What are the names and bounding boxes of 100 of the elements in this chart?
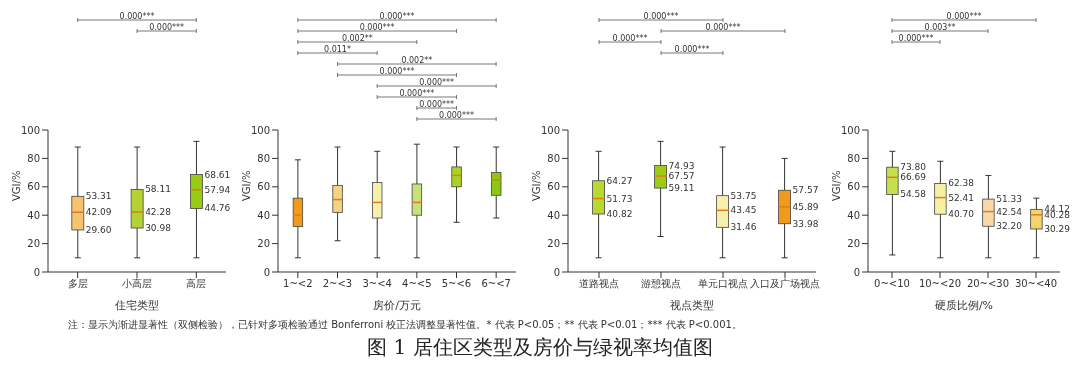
annotation: 68.61 bbox=[204, 169, 231, 180]
x-tick-label: 小高层 bbox=[122, 278, 152, 290]
y-tick-label: 40 bbox=[27, 209, 40, 221]
y-tick-label: 60 bbox=[257, 181, 270, 193]
text: 0.000*** bbox=[379, 66, 415, 76]
text: 0.011* bbox=[324, 44, 351, 54]
text: 0.000*** bbox=[946, 11, 982, 21]
annotation: 42.09 bbox=[85, 207, 112, 218]
x-tick-label: 20~<30 bbox=[966, 278, 1010, 290]
x-tick-label: 2~<3 bbox=[322, 278, 353, 290]
y-tick-label: 40 bbox=[547, 209, 560, 221]
x-tick-label: 4~<5 bbox=[402, 278, 432, 290]
y-tick-label: 80 bbox=[27, 152, 40, 164]
y-tick-label: 0 bbox=[263, 266, 270, 278]
annotation: 40.70 bbox=[948, 209, 975, 220]
y-tick-label: 0 bbox=[553, 266, 560, 278]
text: 0.000*** bbox=[439, 110, 474, 120]
text: 0.000*** bbox=[379, 11, 415, 21]
annotation: 53.31 bbox=[85, 191, 112, 202]
text: 0.000*** bbox=[119, 11, 155, 21]
text: 0.000*** bbox=[643, 11, 679, 21]
annotation: 57.94 bbox=[204, 184, 231, 195]
text: 0.000*** bbox=[674, 44, 710, 54]
y-tick-label: 0 bbox=[853, 266, 860, 278]
annotation: 52.41 bbox=[948, 192, 974, 203]
annotation: 31.46 bbox=[730, 222, 757, 233]
y-axis-title: VGI/% bbox=[530, 170, 542, 201]
x-tick-label: 道路视点 bbox=[579, 278, 619, 290]
text: 0.002** bbox=[341, 33, 373, 43]
annotation: 54.58 bbox=[900, 189, 927, 200]
annotation: 30.98 bbox=[145, 223, 172, 234]
x-tick-label: 高层 bbox=[186, 278, 207, 290]
text: 0.000*** bbox=[705, 22, 741, 32]
text: 0.000*** bbox=[149, 22, 185, 32]
y-tick-label: 40 bbox=[257, 209, 270, 221]
annotation: 74.93 bbox=[668, 160, 695, 171]
annotation: 29.60 bbox=[85, 224, 112, 235]
annotation: 66.69 bbox=[900, 172, 927, 183]
annotation: 57.57 bbox=[792, 185, 819, 196]
text: 0.000*** bbox=[898, 33, 934, 43]
y-tick-label: 100 bbox=[840, 124, 860, 136]
y-axis-title: VGI/% bbox=[240, 170, 252, 201]
y-tick-label: 100 bbox=[250, 124, 270, 136]
annotation: 43.45 bbox=[730, 205, 757, 216]
x-axis-title: 房价/万元 bbox=[373, 299, 421, 312]
x-tick-label: 多层 bbox=[67, 278, 88, 290]
y-axis-title: VGI/% bbox=[10, 170, 22, 201]
text: 0.000*** bbox=[419, 99, 455, 109]
annotation: 62.38 bbox=[948, 178, 975, 189]
text: 0.002** bbox=[401, 55, 433, 65]
annotation: 32.20 bbox=[996, 221, 1023, 232]
x-tick-label: 入口及广场视点 bbox=[750, 278, 820, 290]
y-tick-label: 100 bbox=[540, 124, 560, 136]
y-tick-label: 80 bbox=[257, 152, 270, 164]
x-tick-label: 6~<7 bbox=[481, 278, 511, 290]
y-tick-label: 20 bbox=[547, 238, 560, 250]
annotation: 33.98 bbox=[792, 218, 819, 229]
annotation: 45.89 bbox=[792, 201, 819, 212]
x-tick-label: 单元口视点 bbox=[698, 278, 748, 290]
y-tick-label: 40 bbox=[847, 209, 860, 221]
annotation: 40.82 bbox=[606, 209, 633, 220]
y-tick-label: 60 bbox=[547, 181, 560, 193]
annotation: 58.11 bbox=[145, 184, 171, 195]
x-tick-label: 5~<6 bbox=[441, 278, 472, 290]
y-tick-label: 100 bbox=[20, 124, 40, 136]
annotation: 64.27 bbox=[606, 175, 633, 186]
annotation: 30.29 bbox=[1044, 223, 1071, 234]
x-tick-label: 3~<4 bbox=[362, 278, 392, 290]
x-tick-label: 30~<40 bbox=[1014, 278, 1058, 290]
y-tick-label: 20 bbox=[27, 238, 40, 250]
text: 0.000*** bbox=[399, 88, 435, 98]
y-tick-label: 20 bbox=[847, 238, 860, 250]
x-tick-label: 0~<10 bbox=[874, 278, 910, 290]
annotation: 51.33 bbox=[996, 194, 1022, 205]
x-tick-label: 1~<2 bbox=[283, 278, 313, 290]
annotation: 44.76 bbox=[204, 203, 231, 214]
annotation: 67.57 bbox=[668, 171, 695, 182]
text: 0.000*** bbox=[419, 77, 455, 87]
annotation: 42.54 bbox=[996, 206, 1023, 217]
annotation: 51.73 bbox=[606, 193, 633, 204]
text: 0.003** bbox=[924, 22, 956, 32]
text: 0.000*** bbox=[359, 22, 395, 32]
annotation: 59.11 bbox=[668, 183, 695, 194]
x-axis-title: 硬质比例/% bbox=[934, 299, 994, 312]
x-tick-label: 游憩视点 bbox=[641, 278, 681, 290]
text: 注：显示为渐进显著性（双侧检验），已针对多项检验通过 Bonferroni 校正法调整显著性值。* 代表 P<0.05；** 代表 P<0.01；*** 代表 P<0.001。 bbox=[67, 318, 743, 332]
x-tick-label: 10~<20 bbox=[918, 278, 962, 290]
y-tick-label: 0 bbox=[33, 266, 40, 278]
y-tick-label: 80 bbox=[547, 152, 560, 164]
y-tick-label: 60 bbox=[847, 181, 860, 193]
annotation: 73.80 bbox=[900, 162, 927, 173]
x-axis-title: 住宅类型 bbox=[115, 299, 159, 312]
annotation: 42.28 bbox=[145, 206, 172, 217]
y-tick-label: 20 bbox=[257, 238, 270, 250]
annotation: 53.75 bbox=[730, 190, 757, 201]
y-tick-label: 80 bbox=[847, 152, 860, 164]
x-axis-title: 视点类型 bbox=[670, 299, 714, 312]
y-tick-label: 60 bbox=[27, 181, 40, 193]
caption: 图 1 居住区类型及房价与绿视率均值图 bbox=[366, 334, 714, 361]
y-axis-title: VGI/% bbox=[830, 170, 842, 201]
